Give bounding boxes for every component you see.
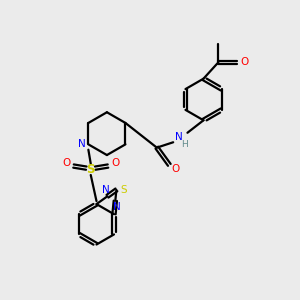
Text: O: O (171, 164, 179, 174)
Text: N: N (175, 132, 183, 142)
Text: N: N (78, 139, 86, 149)
Text: O: O (240, 57, 248, 67)
Text: N: N (102, 185, 110, 195)
Text: S: S (121, 185, 127, 195)
Text: O: O (111, 158, 119, 168)
Text: H: H (181, 140, 188, 148)
Text: S: S (86, 163, 95, 176)
Text: O: O (62, 158, 70, 168)
Text: N: N (113, 202, 121, 212)
